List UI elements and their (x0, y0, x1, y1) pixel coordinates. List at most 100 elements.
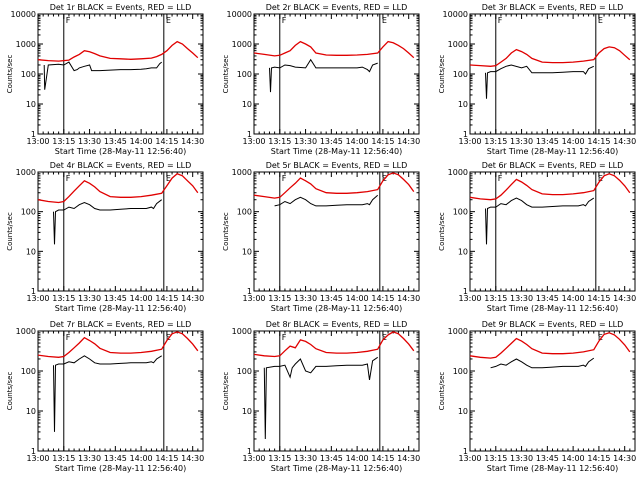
x-tick-label: 13:00 (26, 454, 49, 463)
chart-title: Det 7r BLACK = Events, RED = LLD (50, 320, 192, 329)
y-tick-label: 10 (242, 247, 252, 256)
x-tick-label: 13:30 (78, 454, 101, 463)
chart-panel: Det 2r BLACK = Events, RED = LLD 1 10 100 10… (222, 3, 420, 156)
x-tick-label: 14:15 (587, 454, 610, 463)
x-tick-label: 13:15 (484, 294, 507, 303)
chart-title: Det 5r BLACK = Events, RED = LLD (266, 161, 408, 170)
x-tick-label: 13:00 (458, 137, 481, 146)
marker-label: F (498, 16, 503, 25)
y-axis-label: Counts/sec (222, 372, 230, 411)
y-tick-label: 1 (31, 287, 36, 296)
x-tick-label: 14:15 (371, 294, 394, 303)
x-tick-label: 13:45 (320, 454, 343, 463)
events-series-line (485, 197, 595, 245)
y-tick-label: 1000 (448, 168, 468, 177)
y-tick-label: 10000 (227, 10, 252, 19)
marker-label: E (166, 16, 171, 25)
x-tick-label: 14:30 (397, 137, 420, 146)
x-tick-label: 13:30 (510, 294, 533, 303)
marker-label: F (282, 333, 287, 342)
plot-frame (253, 171, 420, 292)
x-tick-label: 13:15 (52, 137, 75, 146)
x-tick-label: 13:15 (268, 137, 291, 146)
x-axis-label: Start Time (28-May-11 12:56:40) (271, 304, 402, 313)
y-tick-label: 1000 (448, 327, 468, 336)
x-tick-label: 13:30 (294, 137, 317, 146)
x-tick-label: 14:00 (130, 454, 153, 463)
x-tick-label: 13:45 (320, 294, 343, 303)
y-tick-label: 100 (237, 367, 252, 376)
x-tick-label: 13:45 (536, 454, 559, 463)
x-tick-label: 13:30 (510, 137, 533, 146)
marker-label: F (282, 174, 287, 183)
x-tick-label: 14:00 (346, 454, 369, 463)
x-tick-label: 13:15 (52, 454, 75, 463)
plot-frame (37, 330, 204, 452)
y-tick-label: 10 (458, 407, 468, 416)
plot-frame (469, 171, 636, 292)
x-tick-label: 14:00 (562, 454, 585, 463)
events-series-line (274, 194, 379, 207)
x-tick-label: 14:00 (130, 137, 153, 146)
x-axis-label: Start Time (28-May-11 12:56:40) (55, 147, 186, 156)
chart-title: Det 2r BLACK = Events, RED = LLD (266, 3, 408, 12)
lld-series-line (37, 173, 199, 204)
y-tick-label: 1 (31, 447, 36, 456)
y-tick-label: 1000 (16, 168, 36, 177)
marker-label: E (598, 16, 603, 25)
x-axis-label: Start Time (28-May-11 12:56:40) (271, 147, 402, 156)
events-series-line (269, 58, 378, 93)
x-tick-label: 13:00 (242, 294, 265, 303)
x-tick-label: 14:30 (181, 137, 204, 146)
marker-label: E (166, 174, 171, 183)
x-tick-label: 14:30 (397, 294, 420, 303)
x-tick-label: 13:00 (242, 454, 265, 463)
x-tick-label: 14:15 (587, 294, 610, 303)
x-tick-label: 13:15 (52, 294, 75, 303)
chart-title: Det 4r BLACK = Events, RED = LLD (50, 161, 192, 170)
x-tick-label: 14:15 (371, 137, 394, 146)
x-tick-label: 14:00 (346, 137, 369, 146)
marker-label: F (282, 16, 287, 25)
x-tick-label: 13:30 (294, 454, 317, 463)
x-tick-label: 14:00 (562, 137, 585, 146)
x-axis-label: Start Time (28-May-11 12:56:40) (487, 147, 618, 156)
chart-panel: Det 8r BLACK = Events, RED = LLD 1 10 100 10… (222, 320, 420, 473)
x-tick-label: 14:30 (613, 294, 636, 303)
x-axis-label: Start Time (28-May-11 12:56:40) (487, 304, 618, 313)
x-tick-label: 14:15 (155, 294, 178, 303)
x-tick-label: 13:00 (458, 294, 481, 303)
chart-title: Det 9r BLACK = Events, RED = LLD (482, 320, 624, 329)
x-tick-label: 14:15 (155, 454, 178, 463)
y-tick-label: 1000 (232, 327, 252, 336)
chart-panel: Det 4r BLACK = Events, RED = LLD 1 10 100 10… (6, 161, 204, 313)
chart-title: Det 6r BLACK = Events, RED = LLD (482, 161, 624, 170)
x-tick-label: 14:15 (587, 137, 610, 146)
y-tick-label: 1 (463, 287, 468, 296)
events-series-line (490, 357, 595, 369)
x-tick-label: 14:00 (130, 294, 153, 303)
lld-series-line (253, 331, 415, 358)
chart-panel: Det 3r BLACK = Events, RED = LLD 1 10 100 10… (438, 3, 636, 156)
y-tick-label: 1 (463, 130, 468, 139)
x-tick-label: 14:15 (155, 137, 178, 146)
plot-frame (37, 13, 204, 135)
lld-series-line (253, 40, 415, 59)
x-axis-label: Start Time (28-May-11 12:56:40) (487, 464, 618, 473)
y-axis-label: Counts/sec (222, 55, 230, 94)
events-series-line (43, 61, 163, 90)
x-tick-label: 13:30 (510, 454, 533, 463)
marker-label: E (166, 333, 171, 342)
y-axis-label: Counts/sec (438, 212, 446, 251)
chart-title: Det 8r BLACK = Events, RED = LLD (266, 320, 408, 329)
x-axis-label: Start Time (28-May-11 12:56:40) (55, 464, 186, 473)
y-tick-label: 10 (242, 407, 252, 416)
y-tick-label: 100 (453, 367, 468, 376)
marker-label: E (382, 16, 387, 25)
x-tick-label: 13:30 (294, 294, 317, 303)
x-tick-label: 13:45 (104, 137, 127, 146)
x-tick-label: 13:00 (458, 454, 481, 463)
marker-label: E (598, 174, 603, 183)
x-tick-label: 13:15 (268, 454, 291, 463)
marker-label: F (498, 174, 503, 183)
